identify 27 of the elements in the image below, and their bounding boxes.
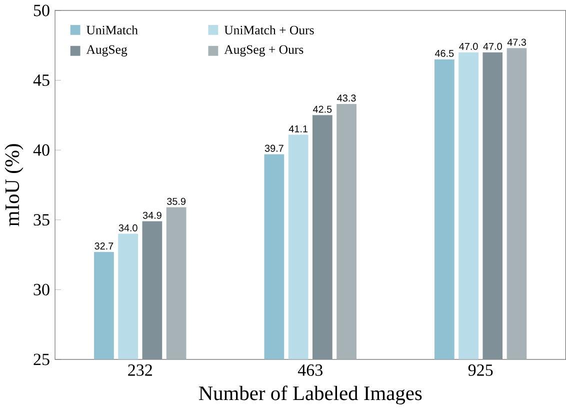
- data-label: 46.5: [434, 50, 454, 57]
- data-label: 47.3: [507, 38, 526, 46]
- data-label: 35.9: [167, 198, 186, 205]
- data-label: 34.0: [118, 224, 138, 232]
- data-label: 34.9: [142, 212, 162, 219]
- data-label: 43.3: [337, 94, 356, 102]
- data-label: 42.5: [312, 106, 332, 113]
- data-label: 39.7: [264, 144, 284, 152]
- data-label: 41.1: [288, 125, 308, 132]
- data-label: 32.7: [94, 242, 114, 250]
- x-tick-label: 232: [128, 364, 152, 376]
- legend-label: AugSeg: [86, 45, 128, 56]
- data-label: 47.0: [483, 42, 502, 50]
- y-tick-label: 25: [34, 354, 50, 366]
- legend-label: UniMatch + Ours: [224, 25, 314, 34]
- x-tick-label: 463: [298, 364, 322, 376]
- y-tick-label: 40: [33, 144, 50, 156]
- y-tick-label: 30: [34, 284, 50, 296]
- legend-label: UniMatch: [86, 25, 138, 34]
- y-axis-title: mIoU (%): [4, 144, 24, 226]
- legend-label: AugSeg + Ours: [224, 45, 304, 56]
- x-tick-label: 925: [468, 364, 493, 376]
- x-axis-title: Number of Labeled Images: [198, 386, 422, 404]
- data-label: 47.0: [459, 42, 478, 50]
- y-tick-label: 50: [34, 4, 50, 16]
- y-tick-label: 45: [33, 74, 50, 86]
- y-tick-label: 35: [34, 214, 50, 226]
